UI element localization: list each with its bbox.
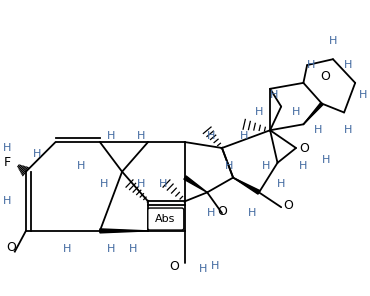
Text: H: H [344, 60, 352, 70]
Text: H: H [170, 208, 178, 218]
Text: H: H [292, 107, 300, 118]
Text: H: H [359, 90, 367, 100]
Text: H: H [100, 178, 108, 189]
Text: H: H [77, 161, 85, 171]
Text: Abs: Abs [155, 214, 175, 224]
Text: H: H [307, 60, 315, 70]
Polygon shape [233, 178, 260, 194]
Text: O: O [283, 199, 293, 212]
Text: H: H [199, 264, 208, 274]
Text: H: H [63, 244, 71, 254]
Text: H: H [137, 178, 145, 189]
Text: O: O [299, 141, 309, 155]
FancyBboxPatch shape [148, 208, 184, 230]
Text: H: H [344, 125, 352, 135]
Text: H: H [207, 208, 215, 218]
Text: H: H [107, 131, 115, 141]
Text: H: H [225, 161, 233, 171]
Text: O: O [321, 70, 330, 83]
Text: H: H [314, 125, 322, 135]
Polygon shape [100, 229, 148, 233]
Text: H: H [207, 131, 215, 141]
Text: H: H [277, 178, 285, 189]
Text: H: H [211, 261, 219, 271]
Polygon shape [184, 176, 207, 192]
Text: H: H [262, 161, 270, 171]
Text: H: H [129, 244, 137, 254]
Text: H: H [33, 149, 41, 159]
Text: H: H [270, 90, 278, 100]
Text: H: H [299, 161, 307, 171]
Text: H: H [3, 143, 11, 153]
Polygon shape [303, 103, 323, 124]
Text: H: H [107, 244, 115, 254]
Text: H: H [322, 155, 330, 165]
Text: H: H [329, 36, 337, 46]
Text: O: O [6, 241, 16, 254]
Text: H: H [159, 178, 167, 189]
Text: O: O [169, 260, 179, 273]
Text: H: H [255, 107, 263, 118]
Text: H: H [137, 131, 145, 141]
Text: H: H [240, 131, 248, 141]
Text: H: H [3, 196, 11, 206]
Text: F: F [4, 156, 11, 169]
Text: O: O [217, 205, 227, 218]
Text: H: H [248, 208, 256, 218]
